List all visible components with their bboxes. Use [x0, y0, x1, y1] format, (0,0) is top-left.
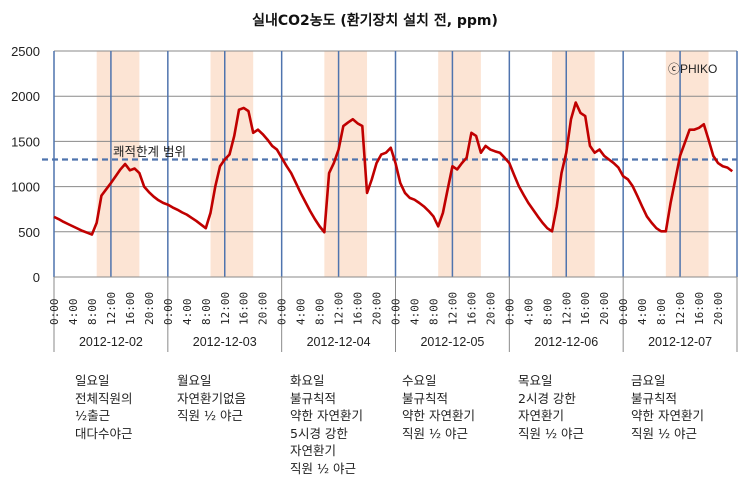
annotation-line: 월요일 — [177, 373, 212, 388]
annotation-line: 직원 ½ 야근 — [290, 460, 357, 476]
co2-series-line — [53, 101, 734, 236]
hour-tick-label: 8:00 — [655, 299, 668, 326]
annotation-line: 대다수야근 — [75, 425, 133, 441]
annotation-line: 약한 자연환기 — [631, 408, 704, 423]
work-hours-band — [552, 51, 595, 277]
annotation-line: 5시경 강한 — [290, 425, 348, 441]
annotation-line: 불규칙적 — [631, 390, 678, 406]
annotation-line: 직원 ½ 야근 — [518, 425, 585, 441]
hour-tick-label: 16:00 — [693, 292, 706, 325]
hour-tick-label: 4:00 — [636, 299, 649, 326]
y-tick-label: 500 — [18, 225, 40, 240]
hour-tick-label: 20:00 — [257, 292, 270, 325]
hour-tick-label: 12:00 — [105, 292, 118, 325]
hour-tick-label: 16:00 — [352, 292, 365, 325]
hour-tick-label: 20:00 — [371, 292, 384, 325]
hour-tick-label: 0:00 — [503, 299, 516, 326]
y-tick-label: 1500 — [11, 134, 40, 149]
annotation-line: 수요일 — [402, 373, 437, 388]
annotation-line: 약한 자연환기 — [402, 408, 475, 423]
annotation-line: ½출근 — [75, 408, 111, 423]
hour-tick-label: 4:00 — [67, 299, 80, 326]
hour-tick-label: 12:00 — [560, 292, 573, 325]
y-tick-label: 2000 — [11, 89, 40, 104]
annotation-line: 불규칙적 — [402, 390, 449, 406]
annotation-line: 약한 자연환기 — [290, 408, 363, 423]
hour-tick-label: 12:00 — [446, 292, 459, 325]
annotation-line: 불규칙적 — [290, 390, 337, 406]
annotation-line: 직원 ½ 야근 — [631, 425, 698, 441]
hour-tick-label: 4:00 — [408, 299, 421, 326]
hour-tick-label: 12:00 — [674, 292, 687, 325]
hour-tick-label: 4:00 — [522, 299, 535, 326]
date-label: 2012-12-04 — [307, 335, 371, 349]
hour-tick-label: 0:00 — [162, 299, 175, 326]
y-tick-label: 2500 — [11, 44, 40, 59]
hour-tick-label: 16:00 — [124, 292, 137, 325]
annotation-line: 직원 ½ 야근 — [177, 408, 244, 423]
hour-tick-label: 4:00 — [295, 299, 308, 326]
annotation-line: 전체직원의 — [75, 390, 133, 406]
hour-tick-label: 4:00 — [181, 299, 194, 326]
y-tick-label: 0 — [33, 270, 40, 285]
work-hours-band — [96, 51, 140, 277]
hour-tick-label: 20:00 — [712, 292, 725, 325]
annotation-line: 자연환기 — [290, 443, 337, 458]
date-label: 2012-12-07 — [648, 335, 712, 349]
work-hours-band — [324, 51, 368, 277]
hour-tick-label: 20:00 — [484, 292, 497, 325]
y-tick-label: 1000 — [11, 180, 40, 195]
hour-tick-label: 8:00 — [427, 299, 440, 326]
annotation-line: 자연환기 — [518, 408, 565, 423]
hour-tick-label: 8:00 — [541, 299, 554, 326]
hour-tick-label: 8:00 — [314, 299, 327, 326]
hour-tick-label: 12:00 — [219, 292, 232, 325]
threshold-label: 쾌적한계 범위 — [113, 144, 186, 159]
work-hours-band — [665, 51, 709, 277]
hour-tick-label: 8:00 — [200, 299, 213, 326]
hour-tick-label: 0:00 — [390, 299, 403, 326]
annotation-line: 목요일 — [518, 373, 553, 388]
watermark: ⓒPHIKO — [668, 62, 718, 76]
annotation-line: 직원 ½ 야근 — [402, 425, 469, 441]
annotation-line: 금요일 — [631, 373, 666, 388]
hour-tick-label: 20:00 — [143, 292, 156, 325]
hour-tick-label: 8:00 — [86, 299, 99, 326]
annotation-line: 일요일 — [75, 373, 110, 388]
chart-title: 실내CO2농도 (환기장치 설치 전, ppm) — [252, 13, 498, 29]
work-hours-band — [438, 51, 481, 277]
hour-tick-label: 0:00 — [276, 299, 289, 326]
annotation-line: 자연환기없음 — [177, 390, 247, 406]
hour-tick-label: 16:00 — [238, 292, 251, 325]
hour-tick-label: 20:00 — [598, 292, 611, 325]
hour-tick-label: 16:00 — [579, 292, 592, 325]
work-hours-band — [210, 51, 254, 277]
date-label: 2012-12-05 — [420, 335, 484, 349]
date-label: 2012-12-03 — [193, 335, 257, 349]
hour-tick-label: 0:00 — [48, 299, 61, 326]
hour-tick-label: 16:00 — [465, 292, 478, 325]
date-label: 2012-12-06 — [534, 335, 598, 349]
hour-tick-label: 0:00 — [617, 299, 630, 326]
annotation-line: 화요일 — [290, 373, 325, 388]
annotation-line: 2시경 강한 — [518, 390, 576, 406]
hour-tick-label: 12:00 — [333, 292, 346, 325]
date-label: 2012-12-02 — [79, 335, 143, 349]
